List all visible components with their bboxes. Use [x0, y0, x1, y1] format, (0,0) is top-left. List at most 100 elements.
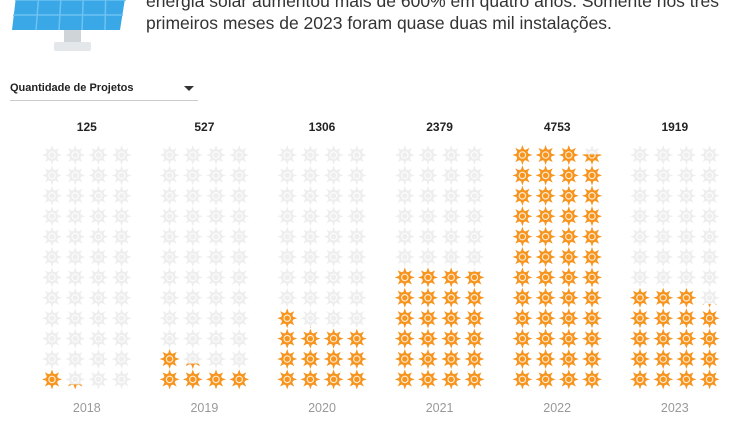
sun-icon [512, 226, 533, 247]
sun-icon [558, 185, 579, 206]
sun-icon [464, 206, 485, 227]
sun-icon-filled [558, 349, 579, 369]
sun-icon [394, 308, 415, 329]
sun-icon-filled [558, 185, 579, 206]
sun-icon [42, 267, 62, 288]
sun-icon-filled [346, 328, 367, 349]
sun-icon [464, 328, 485, 349]
sun-icon-filled [464, 369, 485, 390]
sun-icon [676, 165, 697, 186]
sun-icon-filled [582, 349, 602, 369]
sun-icon [277, 247, 298, 267]
sun-icon-filled [535, 308, 556, 329]
sun-icon [676, 308, 697, 329]
sun-icon [88, 165, 109, 186]
year-label: 2018 [73, 401, 101, 415]
sun-icon-filled [464, 287, 485, 308]
sun-icon-filled [653, 287, 674, 308]
sun-icon [558, 349, 579, 369]
sun-icon [441, 226, 462, 247]
sun-icon [464, 369, 485, 390]
sun-icon [323, 267, 344, 288]
sun-icon [159, 145, 180, 165]
sun-icon [464, 287, 485, 308]
sun-icon [699, 206, 720, 227]
value-label: 4753 [544, 120, 571, 134]
sun-icon [111, 267, 132, 288]
sun-icon [394, 165, 415, 186]
sun-icon [182, 185, 203, 206]
sun-icon [65, 287, 86, 308]
sun-icon [65, 308, 86, 329]
sun-icon [159, 206, 180, 227]
sun-icon [323, 206, 344, 227]
sun-icon [42, 349, 62, 369]
sun-icon [182, 308, 203, 329]
sun-icon [630, 165, 650, 186]
sun-icon-filled [582, 308, 602, 329]
sun-icon [441, 185, 462, 206]
sun-icon [582, 287, 602, 308]
sun-icon [630, 349, 650, 369]
year-label: 2021 [426, 401, 454, 415]
value-label: 125 [77, 120, 97, 134]
sun-icon [42, 328, 62, 349]
sun-icon-filled [630, 308, 650, 329]
sun-icon-filled [512, 328, 533, 349]
sun-icon [182, 287, 203, 308]
sun-icon-filled [418, 328, 438, 349]
sun-icon [630, 145, 650, 165]
sun-icon-filled [512, 145, 533, 165]
sun-icon-filled [558, 165, 579, 186]
sun-icon [582, 308, 602, 329]
sun-icon-filled [582, 247, 602, 267]
sun-icon [111, 165, 132, 186]
sun-icon [65, 226, 86, 247]
sun-icon [65, 206, 86, 227]
sun-icon [88, 328, 109, 349]
sun-icon [159, 247, 180, 267]
sun-icon [229, 185, 250, 206]
sun-icon [159, 165, 180, 186]
sun-icon [582, 226, 602, 247]
sun-icon-filled [464, 349, 485, 369]
sun-icon [512, 165, 533, 186]
sun-icon [418, 165, 438, 186]
sun-icon [630, 287, 650, 308]
sun-icon-filled [68, 384, 83, 390]
sun-icon [88, 247, 109, 267]
sun-icon [323, 308, 344, 329]
sun-icon [277, 349, 298, 369]
metric-dropdown[interactable]: Quantidade de Projetos [10, 82, 198, 101]
sun-icon [653, 267, 674, 288]
sun-icon [699, 287, 720, 308]
sun-icon-filled [653, 349, 674, 369]
sun-icon [441, 247, 462, 267]
sun-icon [206, 165, 226, 186]
sun-icon-filled [582, 267, 602, 288]
sun-icon [159, 185, 180, 206]
sun-icon [277, 185, 298, 206]
sun-icon [229, 145, 250, 165]
sun-icon [699, 308, 720, 329]
sun-icon [88, 369, 109, 390]
sun-icon-filled [582, 328, 602, 349]
sun-icon [676, 349, 697, 369]
solar-panel-illustration [10, 0, 135, 57]
sun-icon [65, 185, 86, 206]
sun-icon-filled [558, 308, 579, 329]
sun-icon-filled [185, 363, 200, 369]
sun-icon [65, 247, 86, 267]
sun-icon [535, 226, 556, 247]
sun-icon [418, 287, 438, 308]
sun-icon [558, 165, 579, 186]
sun-icon-filled [535, 349, 556, 369]
sun-icon [42, 369, 62, 390]
sun-icon [111, 287, 132, 308]
sun-icon [512, 145, 533, 165]
sun-icon [88, 267, 109, 288]
sun-icon [441, 267, 462, 288]
sun-icon [535, 328, 556, 349]
sun-icon [206, 145, 226, 165]
sun-icon [346, 247, 367, 267]
